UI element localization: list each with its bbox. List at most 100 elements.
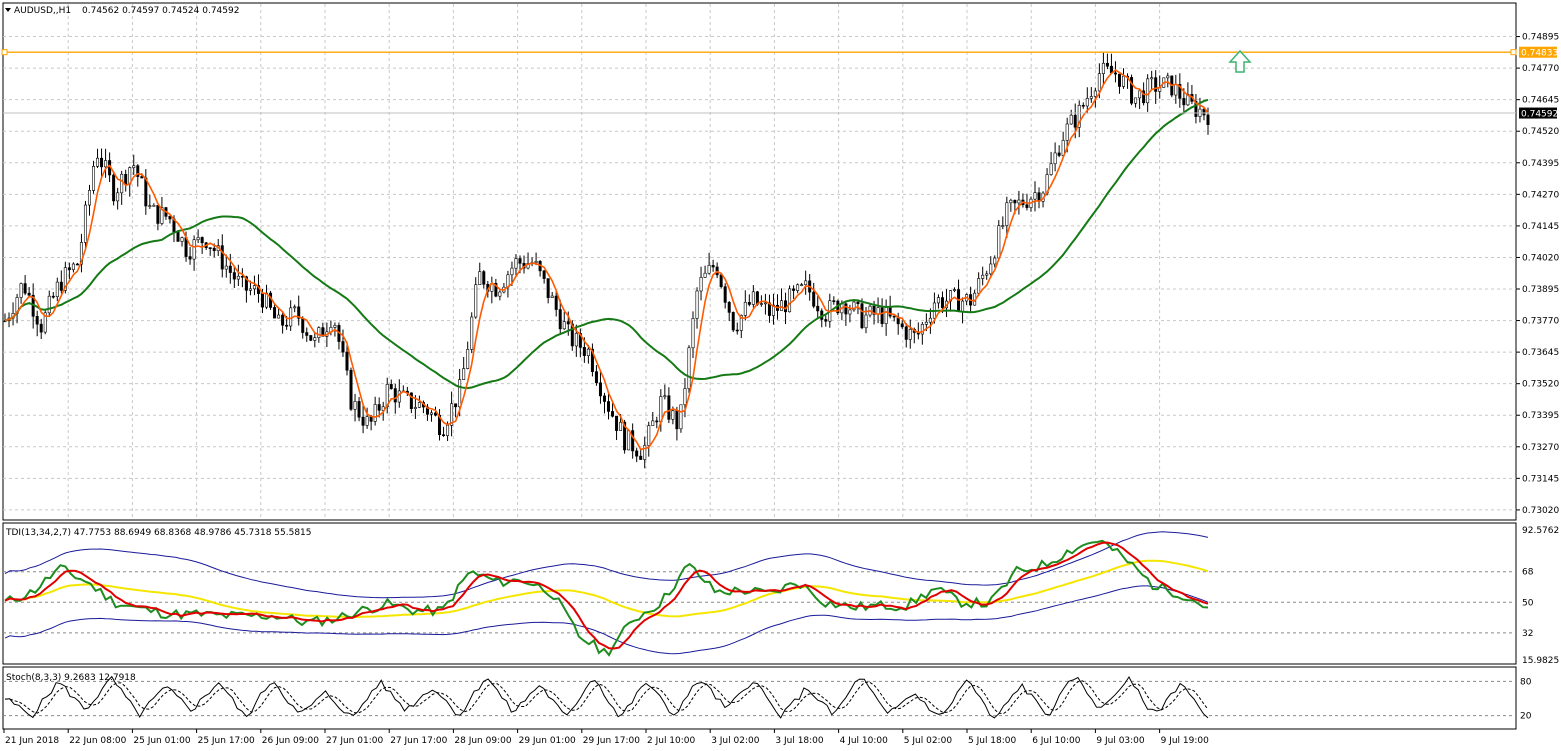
candle-body <box>1069 114 1073 125</box>
candle-body <box>771 304 775 316</box>
time-label: 3 Jul 18:00 <box>775 736 824 746</box>
time-label: 21 Jun 2018 <box>5 736 59 746</box>
candle-body <box>273 307 277 319</box>
candle-body <box>156 205 160 224</box>
dropdown-triangle-icon[interactable] <box>5 8 11 12</box>
candle-body <box>341 341 345 353</box>
candle-body <box>317 327 321 338</box>
time-label: 2 Jul 10:00 <box>647 736 696 746</box>
candle-body <box>434 412 438 416</box>
candle-body <box>602 395 606 402</box>
stochastic-level-80: 80 <box>1520 677 1532 687</box>
candle-body <box>67 267 71 270</box>
candle-body <box>574 333 578 347</box>
candle-body <box>353 401 357 410</box>
candle-body <box>763 302 767 305</box>
candle-body <box>691 318 695 349</box>
candle-body <box>900 323 904 328</box>
candle-body <box>1065 123 1069 141</box>
candle-body <box>558 309 562 330</box>
candle-body <box>293 306 297 309</box>
price-panel[interactable]: 0.74895 0.74770 0.74645 0.74520 0.74395 0.742… <box>1 2 1559 521</box>
candle-body <box>590 348 594 372</box>
candle-body <box>928 317 932 323</box>
candlestick-series <box>3 52 1210 469</box>
price-label: 0.73895 <box>1522 285 1559 295</box>
candle-body <box>212 247 216 252</box>
candle-body <box>683 388 687 406</box>
candle-body <box>1182 98 1186 106</box>
candle-body <box>281 314 285 326</box>
candle-body <box>92 166 96 191</box>
candle-body <box>180 237 184 242</box>
candle-body <box>1009 199 1013 204</box>
tdi-axis-label: 50 <box>1522 598 1534 608</box>
candle-body <box>727 302 731 313</box>
candle-body <box>409 392 413 409</box>
horizontal-line-handle[interactable] <box>1 49 8 56</box>
candle-body <box>735 329 739 332</box>
stochastic-panel[interactable]: 80 20 Stoch(8,3,3) 9.2683 12.7918 <box>2 666 1532 730</box>
price-label: 0.74395 <box>1522 159 1559 169</box>
candle-body <box>759 303 763 305</box>
candle-body <box>1113 72 1117 75</box>
tdi-market-base-line <box>4 559 1209 618</box>
candle-body <box>252 285 256 290</box>
candle-body <box>747 302 751 305</box>
candle-body <box>1134 97 1138 104</box>
candle-body <box>780 300 784 311</box>
price-label: 0.73270 <box>1522 443 1559 453</box>
candle-body <box>333 325 337 328</box>
candle-body <box>43 312 47 333</box>
candle-body <box>1013 199 1017 204</box>
candle-body <box>365 416 369 426</box>
slow-moving-average <box>4 98 1209 390</box>
up-arrow-icon[interactable] <box>1228 49 1252 73</box>
candle-body <box>160 207 164 224</box>
stochastic-level-20: 20 <box>1520 712 1532 722</box>
price-label: 0.73395 <box>1522 411 1559 421</box>
candle-body <box>856 301 860 304</box>
candle-body <box>784 300 788 313</box>
candle-body <box>598 382 602 397</box>
stochastic-level-lines <box>3 680 1516 717</box>
candle-body <box>393 388 397 403</box>
candle-body <box>872 305 876 315</box>
candle-body <box>981 274 985 279</box>
candle-body <box>550 295 554 298</box>
candle-body <box>51 295 55 298</box>
price-label: 0.73770 <box>1522 317 1559 327</box>
candle-body <box>663 395 667 398</box>
candle-body <box>389 384 393 389</box>
candle-body <box>474 284 478 318</box>
time-label: 9 Jul 03:00 <box>1096 736 1145 746</box>
candle-body <box>880 307 884 324</box>
time-label: 5 Jul 02:00 <box>904 736 953 746</box>
time-label: 4 Jul 10:00 <box>840 736 889 746</box>
candle-body <box>518 258 522 264</box>
price-label: 0.74020 <box>1522 253 1559 263</box>
candle-body <box>168 216 172 220</box>
candle-body <box>751 291 755 305</box>
candle-body <box>498 291 502 297</box>
candle-body <box>731 312 735 331</box>
candle-body <box>719 274 723 288</box>
candle-body <box>671 410 675 420</box>
time-label: 28 Jun 09:00 <box>454 736 511 746</box>
candle-body <box>429 412 433 415</box>
candle-body <box>236 275 240 280</box>
horizontal-line-handle[interactable] <box>1510 49 1517 56</box>
stochastic-main-line <box>4 675 1209 719</box>
candle-body <box>792 288 796 291</box>
price-label: 0.74895 <box>1522 33 1559 43</box>
candle-body <box>655 420 659 423</box>
time-label: 3 Jul 02:00 <box>711 736 760 746</box>
candle-body <box>1049 163 1053 175</box>
tdi-indicator-panel[interactable]: 92.5762 68 50 32 15.9825 TDI(13,34,2,7) 47.7… <box>2 522 1559 666</box>
candle-body <box>743 302 747 316</box>
candle-body <box>357 401 361 418</box>
candle-body <box>904 326 908 340</box>
tdi-axis-label: 32 <box>1522 629 1533 639</box>
